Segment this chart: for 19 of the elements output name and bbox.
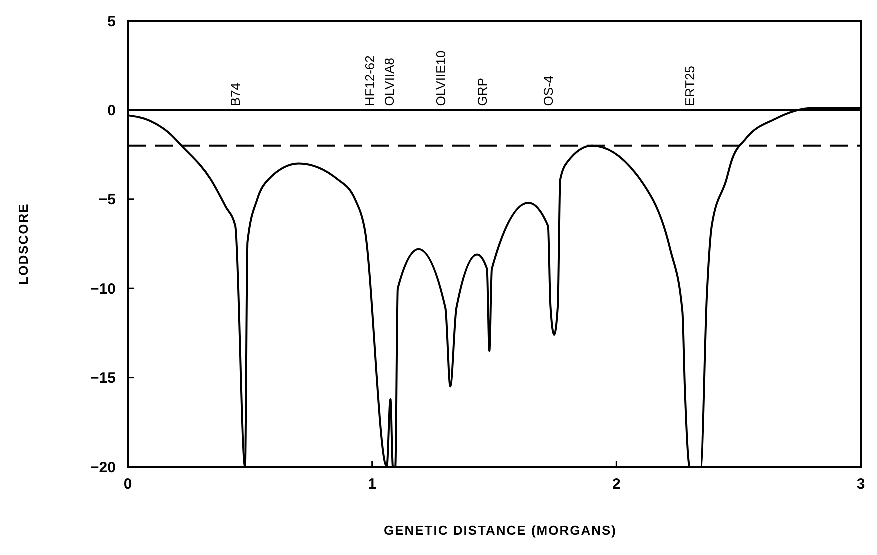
- annotation: OS-4: [540, 76, 556, 106]
- y-tick-label: −15: [90, 370, 116, 388]
- y-tick-label: 5: [108, 13, 116, 30]
- annotation: B74: [228, 83, 244, 106]
- annotation: GRP: [474, 78, 490, 106]
- x-tick-label: 0: [124, 476, 132, 493]
- y-tick-label: −20: [90, 459, 116, 476]
- y-tick-label: −10: [90, 280, 116, 298]
- y-tick-label: −5: [98, 192, 116, 209]
- x-tick-label: 2: [612, 476, 621, 493]
- annotation: HF12-62: [362, 56, 378, 106]
- y-tick-label: 0: [108, 102, 116, 120]
- x-axis-title: GENETIC DISTANCE (MORGANS): [384, 523, 618, 538]
- x-tick-label: 1: [368, 476, 377, 493]
- annotation: OLVIIA8: [382, 58, 397, 106]
- y-axis-title: LODSCORE: [16, 203, 31, 285]
- x-tick-label: 3: [856, 476, 866, 493]
- annotation: ERT25: [682, 66, 698, 106]
- annotation: OLVIIE10: [433, 50, 448, 106]
